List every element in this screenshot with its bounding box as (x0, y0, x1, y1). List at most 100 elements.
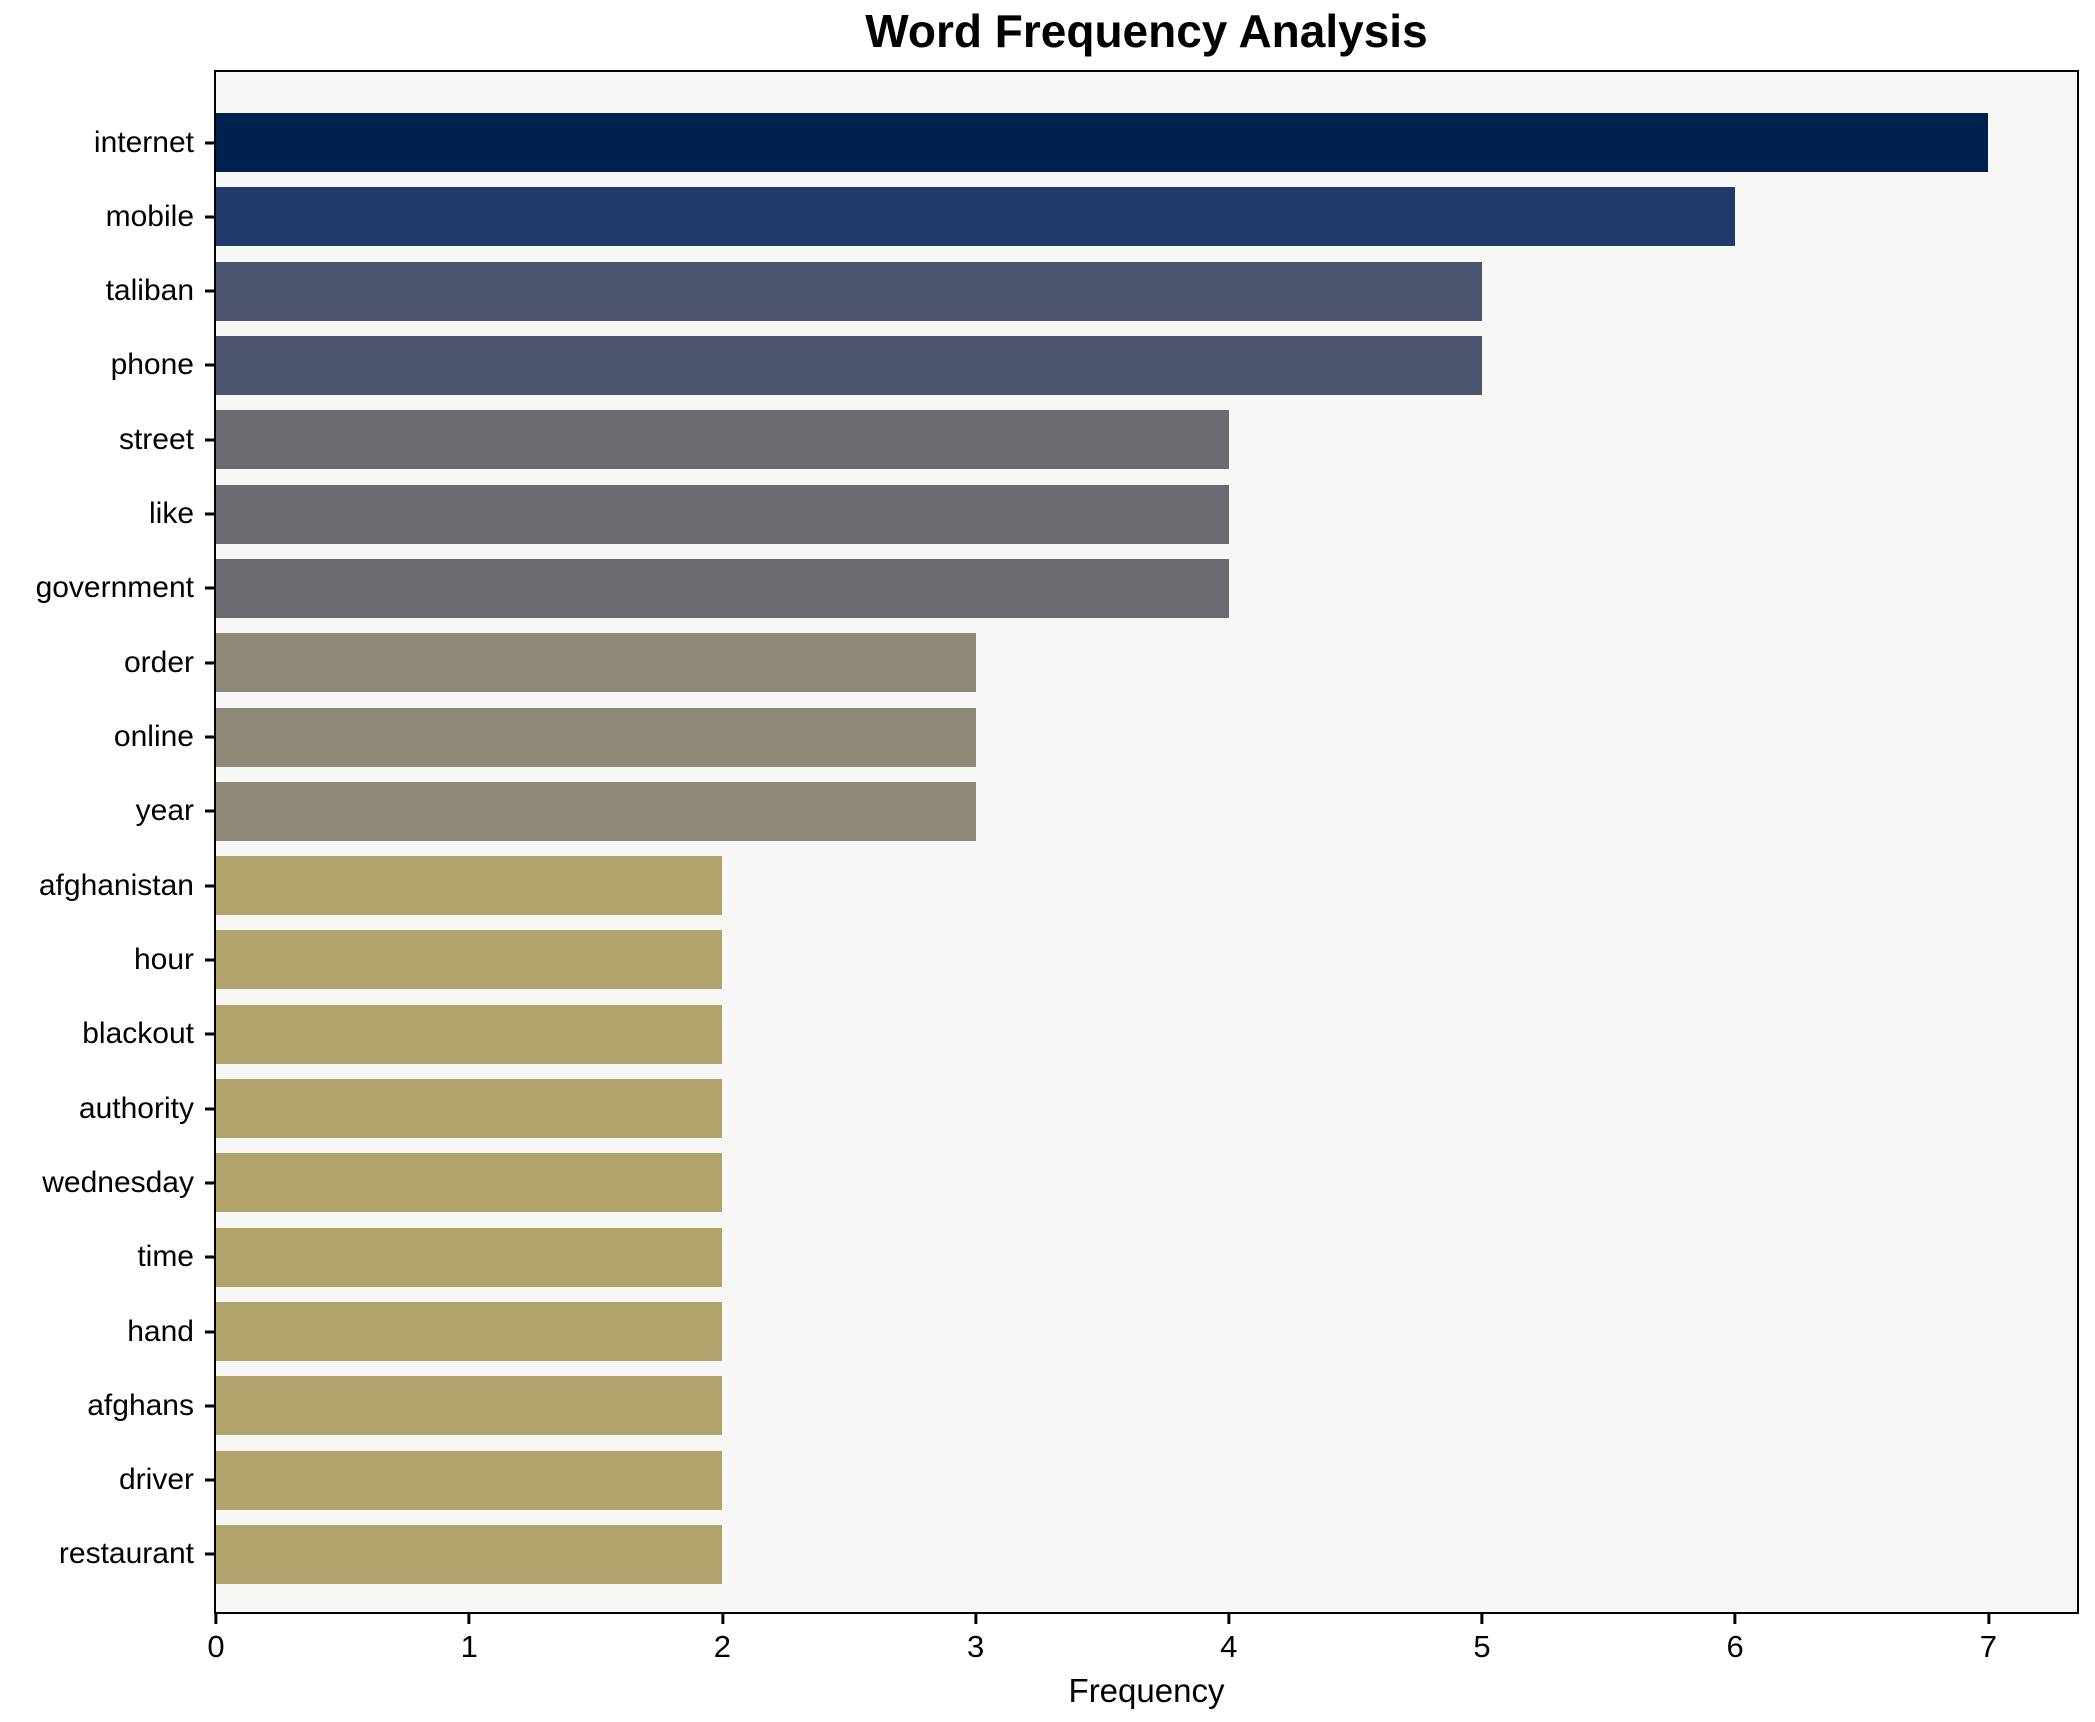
bar-row: hour (134, 930, 2077, 990)
x-tick: 3 (967, 1614, 984, 1662)
bar-row: online (114, 707, 2077, 767)
bar-row: blackout (82, 1004, 2077, 1064)
x-tick-mark (720, 1614, 724, 1624)
y-tick-mark (205, 1181, 216, 1185)
y-tick-label: government (35, 571, 194, 605)
x-tick: 2 (714, 1614, 731, 1662)
y-tick-mark (205, 289, 216, 293)
x-tick-label: 0 (207, 1629, 225, 1664)
y-tick-mark (205, 735, 216, 739)
frequency-bar (216, 633, 976, 693)
frequency-bar (216, 558, 1229, 618)
plot-area: internet mobile taliban phone street lik… (36, 70, 2079, 1614)
y-tick-label: afghans (87, 1388, 194, 1422)
y-tick-mark (205, 215, 216, 219)
x-tick-label: 7 (1979, 1629, 1997, 1664)
x-axis: 0 1 2 3 4 5 6 7 (207, 1614, 2077, 1684)
frequency-bar (216, 1153, 723, 1213)
y-tick-label: blackout (82, 1017, 194, 1051)
frequency-bar (216, 1376, 723, 1436)
frequency-bar (216, 1079, 723, 1139)
frequency-bar (216, 484, 1229, 544)
y-tick-mark (205, 1107, 216, 1111)
bars-container: internet mobile taliban phone street lik… (36, 72, 2077, 1612)
x-tick-mark (214, 1614, 218, 1624)
bar-row: internet (94, 113, 2077, 172)
bar-row: order (124, 633, 2077, 693)
frequency-bar (216, 707, 976, 767)
y-tick-mark (205, 1478, 216, 1482)
x-tick: 7 (1980, 1614, 1997, 1662)
frequency-bar (216, 1302, 723, 1361)
frequency-bar (216, 261, 1482, 321)
y-tick-label: internet (93, 125, 194, 159)
y-tick-label: phone (110, 348, 194, 382)
x-tick: 5 (1473, 1614, 1491, 1664)
y-tick-label: street (118, 422, 194, 456)
bar-row: government (36, 558, 2077, 618)
x-tick-label: 3 (966, 1629, 985, 1664)
y-tick-label: like (148, 497, 194, 531)
frequency-bar (216, 187, 1736, 247)
frequency-bar (216, 781, 976, 841)
x-axis-label: Frequency (1068, 1672, 1225, 1709)
frequency-bar (216, 410, 1229, 470)
x-tick: 1 (461, 1614, 478, 1662)
x-tick-mark (1733, 1614, 1737, 1624)
bar-row: like (149, 484, 2077, 544)
y-tick-mark (205, 884, 216, 888)
frequency-bar (216, 930, 723, 990)
x-tick-label: 2 (713, 1629, 732, 1664)
bar-row: street (119, 410, 2077, 470)
y-tick-label: wednesday (42, 1165, 194, 1199)
y-tick-label: afghanistan (38, 868, 194, 902)
y-tick-mark (205, 512, 216, 516)
y-tick-mark (205, 1032, 216, 1036)
y-tick-mark (205, 438, 216, 442)
bar-row: afghanistan (39, 856, 2077, 916)
x-tick: 0 (207, 1614, 225, 1664)
y-tick-label: year (135, 794, 194, 828)
y-tick-label: order (123, 645, 194, 679)
frequency-bar (216, 1227, 723, 1287)
y-tick-label: authority (78, 1091, 194, 1125)
bar-row: phone (111, 335, 2077, 395)
y-tick-label: hour (133, 942, 194, 976)
bar-row: authority (79, 1079, 2077, 1139)
frequency-bar (216, 1004, 723, 1064)
x-tick-mark (974, 1614, 978, 1624)
y-tick-mark (205, 1330, 216, 1333)
frequency-bar (216, 1524, 723, 1584)
bar-row: driver (119, 1450, 2077, 1510)
x-tick: 6 (1727, 1614, 1744, 1662)
y-tick-mark (205, 141, 216, 144)
bar-row: restaurant (59, 1524, 2077, 1584)
chart-title: Word Frequency Analysis (865, 5, 1428, 57)
y-tick-mark (205, 1255, 216, 1259)
bar-row: taliban (106, 261, 2077, 321)
frequency-bar (216, 1450, 723, 1510)
bar-row: afghans (87, 1376, 2077, 1436)
x-tick-mark (1227, 1614, 1231, 1624)
x-tick-label: 5 (1473, 1629, 1491, 1664)
bar-row: mobile (106, 187, 2077, 247)
y-tick-label: online (113, 720, 194, 753)
y-tick-label: mobile (105, 199, 194, 233)
y-tick-mark (205, 958, 216, 962)
frequency-bar (216, 856, 723, 916)
x-tick-label: 1 (460, 1629, 478, 1664)
x-tick-mark (1480, 1614, 1484, 1624)
x-tick-mark (467, 1614, 471, 1624)
x-tick-label: 4 (1220, 1629, 1238, 1664)
bar-row: time (137, 1227, 2077, 1287)
y-tick-mark (205, 586, 216, 590)
y-tick-mark (205, 661, 216, 665)
y-tick-mark (205, 1404, 216, 1408)
y-tick-label: restaurant (58, 1537, 194, 1571)
frequency-bar (216, 113, 1989, 172)
x-tick-mark (1986, 1614, 1990, 1624)
y-tick-mark (205, 1552, 216, 1556)
frequency-bar (216, 335, 1482, 395)
y-tick-label: time (137, 1240, 194, 1274)
